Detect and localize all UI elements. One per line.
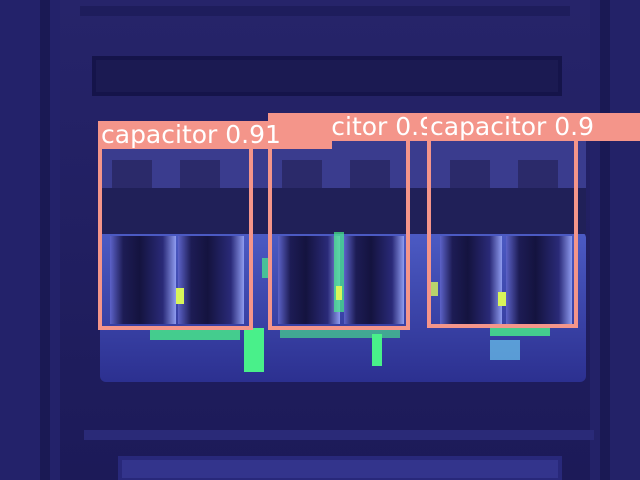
detection-box-1 <box>98 144 253 330</box>
label-score-3: 0.9 <box>554 113 595 141</box>
detection-label-1: capacitor 0.91 <box>98 121 332 149</box>
label-class-1: capacitor <box>101 121 218 149</box>
label-score-2: 0.9 <box>395 113 428 141</box>
cabinet-right-rail <box>590 0 640 480</box>
bottom-bar <box>84 430 594 440</box>
detection-box-3 <box>427 136 578 328</box>
label-score-1: 0.91 <box>225 121 281 149</box>
label-class-3: capacitor <box>430 113 547 141</box>
detection-box-2 <box>268 136 410 330</box>
capacitor-cylinders <box>110 236 572 324</box>
cabinet-left-rail <box>0 0 60 480</box>
capacitor-tops <box>112 160 558 188</box>
detection-label-3: capacitor 0.9 <box>427 113 640 141</box>
